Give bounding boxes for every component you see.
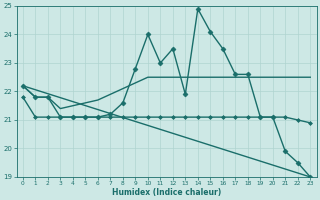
- X-axis label: Humidex (Indice chaleur): Humidex (Indice chaleur): [112, 188, 221, 197]
